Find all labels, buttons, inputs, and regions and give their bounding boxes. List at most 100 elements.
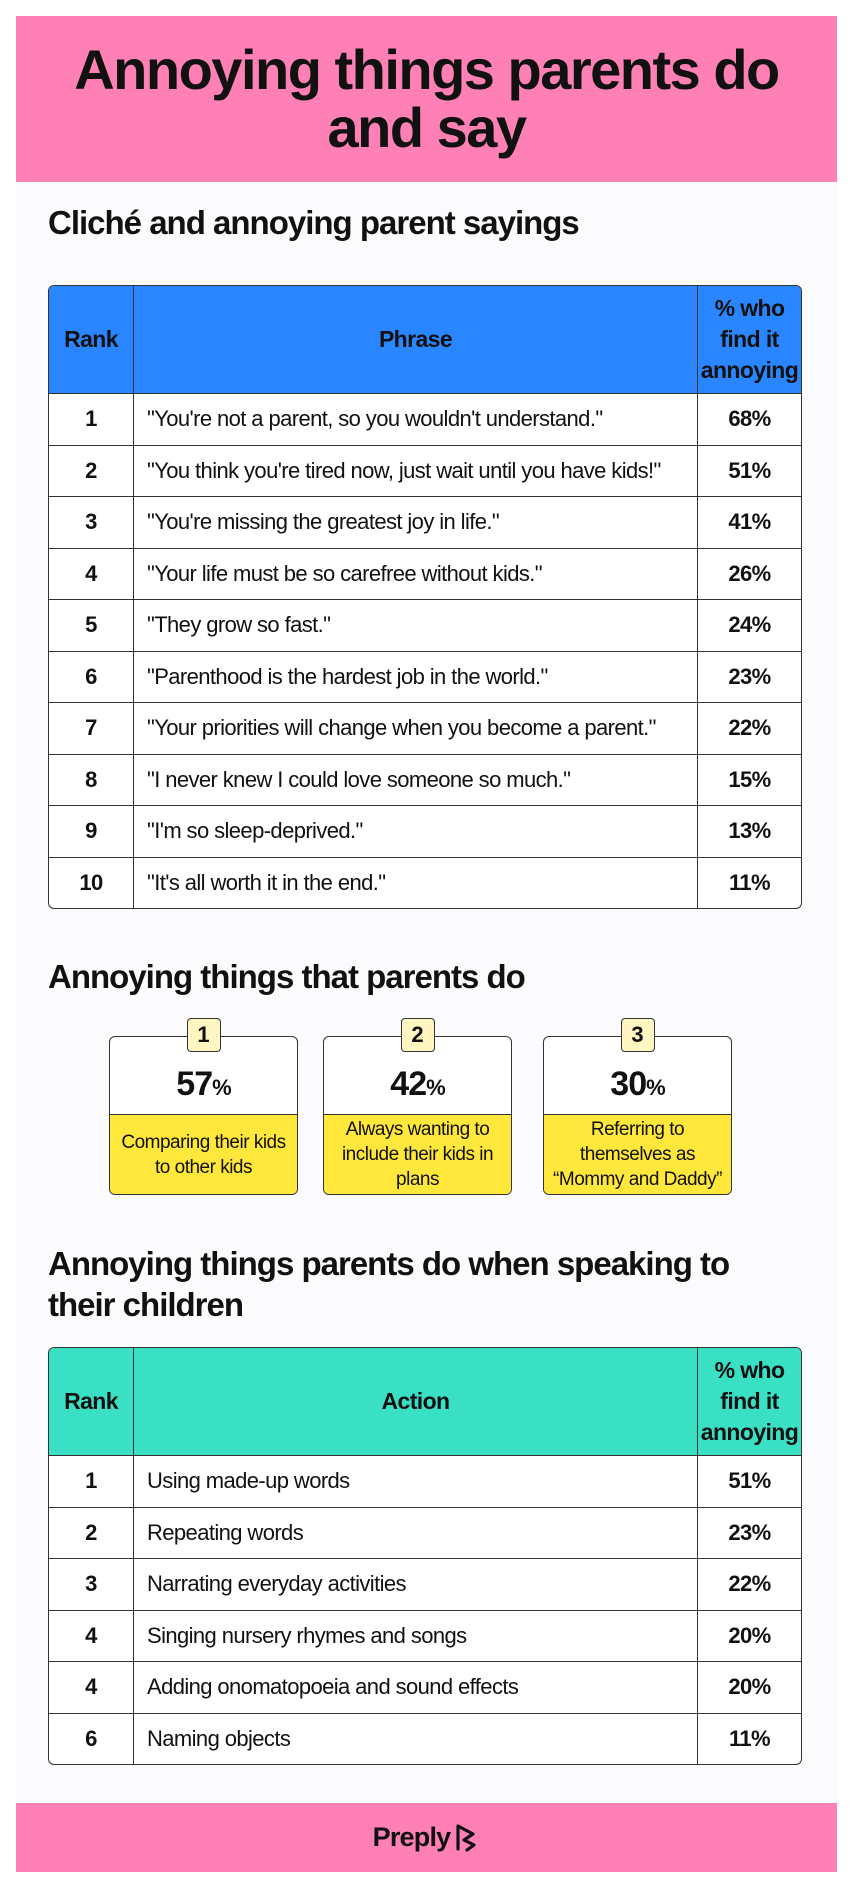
percent-cell: 22% bbox=[698, 703, 801, 755]
footer-banner: Preply bbox=[16, 1803, 837, 1872]
action-cell: Repeating words bbox=[134, 1507, 698, 1559]
percent-cell: 11% bbox=[728, 869, 771, 895]
percent-cell: 13% bbox=[698, 806, 801, 858]
rank-cell: 1 bbox=[49, 394, 134, 446]
rank-cell: 4 bbox=[49, 1662, 134, 1714]
rank-cell: 1 bbox=[49, 1456, 134, 1508]
percent-cell: 22% bbox=[698, 1559, 801, 1611]
percent-cell: 68% bbox=[698, 394, 801, 446]
stat-unit: % bbox=[212, 1075, 232, 1100]
table-row: 6 "Parenthood is the hardest job in the w… bbox=[49, 651, 801, 703]
phrase-cell: "You think you're tired now, just wait u… bbox=[134, 445, 698, 497]
table-row: 10 "It's all worth it in the end." 11% bbox=[49, 857, 801, 908]
rank-cell: 5 bbox=[49, 600, 134, 652]
phrase-cell: "It's all worth it in the end." bbox=[134, 857, 698, 908]
table-row: 1 Using made-up words 51% bbox=[49, 1456, 801, 1508]
rank-cell: 7 bbox=[49, 703, 134, 755]
stat-value: 30% bbox=[544, 1065, 731, 1104]
table-row: 4 Singing nursery rhymes and songs 20% bbox=[49, 1610, 801, 1662]
action-cell: Narrating everyday activities bbox=[134, 1559, 698, 1611]
stat-card-1: 1 57% Comparing their kids to other kids bbox=[109, 1018, 298, 1195]
stat-card-3: 3 30% Referring to themselves as “Mommy … bbox=[543, 1018, 732, 1195]
percent-cell: 51% bbox=[698, 446, 801, 497]
rank-column-header: Rank bbox=[49, 1348, 134, 1456]
phrase-cell: "You're missing the greatest joy in life… bbox=[134, 497, 698, 549]
action-cell: Adding onomatopoeia and sound effects bbox=[134, 1662, 698, 1714]
rank-cell: 3 bbox=[49, 497, 134, 549]
phrase-cell: "They grow so fast." bbox=[134, 600, 698, 652]
stat-label: Comparing their kids to other kids bbox=[110, 1114, 297, 1194]
things-do-section-title: Annoying things that parents do bbox=[48, 958, 526, 995]
phrase-cell: "I never knew I could love someone so mu… bbox=[134, 754, 698, 806]
rank-cell: 9 bbox=[49, 806, 134, 858]
sayings-table-header: Rank Phrase % who find it annoying bbox=[49, 286, 801, 394]
main-content: Cliché and annoying parent sayings Rank … bbox=[16, 182, 837, 1802]
percent-cell: 23% bbox=[698, 652, 801, 703]
table-row: 5 "They grow so fast." 24% bbox=[49, 600, 801, 652]
phrase-column-header: Phrase bbox=[134, 286, 698, 394]
percent-cell: 15% bbox=[698, 755, 801, 806]
action-cell: Using made-up words bbox=[134, 1456, 698, 1508]
header-banner: Annoying things parents do and say bbox=[16, 16, 837, 182]
rank-column-header: Rank bbox=[49, 286, 134, 394]
rank-cell: 4 bbox=[49, 548, 134, 600]
phrase-cell: "Parenthood is the hardest job in the wo… bbox=[134, 651, 698, 703]
stat-card-2: 2 42% Always wanting to include their ki… bbox=[323, 1018, 512, 1195]
table-row: 9 "I'm so sleep-deprived." 13% bbox=[49, 806, 801, 858]
rank-cell: 3 bbox=[49, 1559, 134, 1611]
stat-unit: % bbox=[426, 1075, 446, 1100]
table-row: 2 Repeating words 23% bbox=[49, 1507, 801, 1559]
sayings-table: Rank Phrase % who find it annoying 1 "You… bbox=[48, 285, 802, 909]
table-row: 3 "You're missing the greatest joy in lif… bbox=[49, 497, 801, 549]
phrase-cell: "Your priorities will change when you be… bbox=[134, 703, 698, 755]
preply-logo-icon bbox=[456, 1823, 476, 1852]
action-cell: Singing nursery rhymes and songs bbox=[134, 1610, 698, 1662]
table-row: 1 "You're not a parent, so you wouldn't u… bbox=[49, 394, 801, 446]
percent-cell: 20% bbox=[698, 1662, 801, 1714]
table-row: 3 Narrating everyday activities 22% bbox=[49, 1559, 801, 1611]
percent-cell: 20% bbox=[698, 1611, 801, 1662]
percent-cell: 26% bbox=[698, 549, 801, 600]
stat-label: Always wanting to include their kids in … bbox=[324, 1114, 511, 1194]
rank-cell: 6 bbox=[49, 1713, 134, 1764]
action-cell: Naming objects bbox=[134, 1713, 698, 1764]
rank-cell: 2 bbox=[49, 1507, 134, 1559]
brand-name: Preply bbox=[372, 1822, 452, 1852]
rank-cell: 2 bbox=[49, 445, 134, 497]
speaking-table: Rank Action % who find it annoying 1 Usin… bbox=[48, 1347, 802, 1765]
action-column-header: Action bbox=[134, 1348, 698, 1456]
rank-cell: 8 bbox=[49, 754, 134, 806]
rank-badge: 2 bbox=[400, 1018, 435, 1052]
stat-number: 30 bbox=[610, 1065, 647, 1103]
percent-cell: 24% bbox=[698, 600, 801, 652]
rank-cell: 6 bbox=[49, 651, 134, 703]
rank-cell: 4 bbox=[49, 1610, 134, 1662]
table-row: 4 Adding onomatopoeia and sound effects 20… bbox=[49, 1662, 801, 1714]
rank-cell: 10 bbox=[49, 857, 134, 908]
percent-column-header: % who find it annoying bbox=[698, 286, 801, 394]
stat-number: 42 bbox=[390, 1065, 427, 1103]
rank-badge: 3 bbox=[620, 1018, 655, 1052]
stat-value: 42% bbox=[324, 1065, 511, 1104]
stat-label: Referring to themselves as “Mommy and Da… bbox=[544, 1114, 731, 1194]
percent-cell: 11% bbox=[728, 1725, 771, 1751]
sayings-section-title: Cliché and annoying parent sayings bbox=[48, 204, 580, 241]
preply-logo[interactable]: Preply bbox=[373, 1822, 481, 1853]
phrase-cell: "I'm so sleep-deprived." bbox=[134, 806, 698, 858]
table-row: 7 "Your priorities will change when you b… bbox=[49, 703, 801, 755]
percent-cell: 41% bbox=[698, 497, 801, 549]
table-row: 4 "Your life must be so carefree without … bbox=[49, 548, 801, 600]
table-row: 8 "I never knew I could love someone so m… bbox=[49, 754, 801, 806]
speaking-table-header: Rank Action % who find it annoying bbox=[49, 1348, 801, 1456]
percent-cell: 23% bbox=[698, 1508, 801, 1559]
stat-unit: % bbox=[646, 1075, 666, 1100]
stat-number: 57 bbox=[176, 1065, 213, 1103]
speaking-section-title: Annoying things parents do when speaking… bbox=[48, 1245, 730, 1323]
table-row: 2 "You think you're tired now, just wait … bbox=[49, 445, 801, 497]
rank-badge: 1 bbox=[186, 1018, 221, 1052]
phrase-cell: "Your life must be so carefree without k… bbox=[134, 548, 698, 600]
page-title: Annoying things parents do and say bbox=[74, 38, 780, 159]
phrase-cell: "You're not a parent, so you wouldn't un… bbox=[134, 394, 698, 446]
percent-cell: 51% bbox=[698, 1456, 801, 1508]
stat-value: 57% bbox=[110, 1065, 297, 1104]
